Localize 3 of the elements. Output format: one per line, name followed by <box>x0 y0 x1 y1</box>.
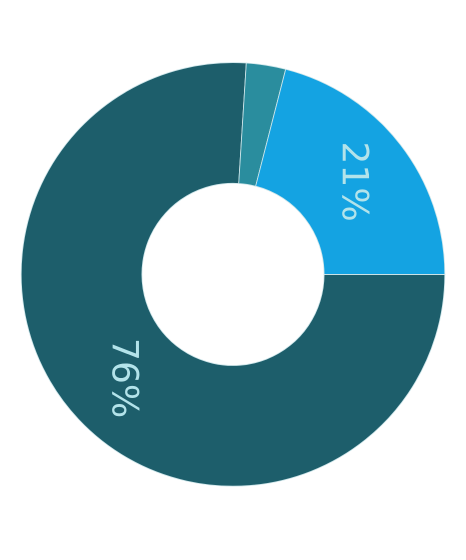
data-label: 76% <box>112 340 140 416</box>
donut-slice <box>20 62 446 487</box>
data-label: 21% <box>342 144 370 220</box>
